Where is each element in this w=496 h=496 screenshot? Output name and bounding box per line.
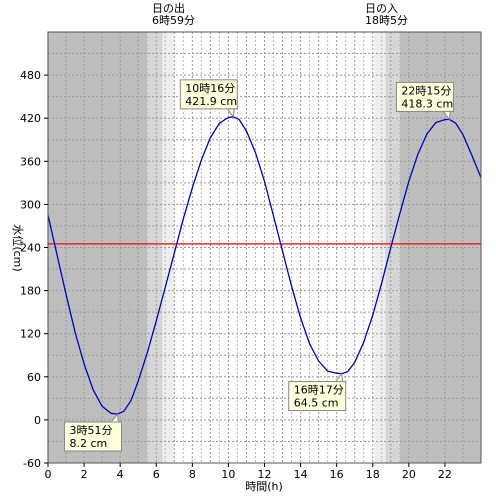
sunset-label: 日の入 <box>365 2 398 15</box>
annotation-pointer <box>334 372 344 383</box>
y-tick-label: 0 <box>34 414 41 427</box>
y-tick-label: 120 <box>20 328 41 341</box>
annotation-level: 421.9 cm <box>185 95 237 108</box>
x-tick-label: 6 <box>153 468 160 481</box>
axes: -60 0 60 120 180 240 300 360 420 480 0 2 4 6 8 10 12 14 16… <box>20 31 482 481</box>
y-tick-label: 300 <box>20 198 41 211</box>
y-tick-label: 480 <box>20 69 41 82</box>
y-tick-label: -60 <box>23 457 41 470</box>
x-tick-label: 20 <box>402 468 416 481</box>
annotation-time: 10時16分 <box>185 82 235 95</box>
x-tick-label: 18 <box>366 468 380 481</box>
dawn_dusk-band <box>374 32 386 463</box>
y-axis-title: 水位(cm) <box>11 224 25 271</box>
grid <box>48 32 481 463</box>
x-tick-label: 8 <box>189 468 196 481</box>
sun-labels: 日の出 6時59分 日の入 18時5分 <box>152 1 408 27</box>
annotation-level: 418.3 cm <box>401 97 453 110</box>
x-tick-label: 12 <box>258 468 272 481</box>
y-tick-label: 180 <box>20 285 41 298</box>
annotation-level: 8.2 cm <box>69 437 107 450</box>
x-tick-label: 14 <box>294 468 308 481</box>
y-tick-label: 360 <box>20 155 41 168</box>
x-tick-label: 2 <box>81 468 88 481</box>
annotation-time: 16時17分 <box>294 384 344 397</box>
sunrise-time: 6時59分 <box>152 14 195 27</box>
sunrise-label: 日の出 <box>152 1 185 15</box>
x-tick-label: 4 <box>117 468 124 481</box>
x-tick-label: 16 <box>330 468 344 481</box>
sunset-time: 18時5分 <box>365 14 408 27</box>
y-tick-label: 240 <box>20 242 41 255</box>
y-tick-label: 60 <box>27 371 41 384</box>
y-tick-label: 420 <box>20 112 41 125</box>
x-axis-title: 時間(h) <box>245 480 283 493</box>
tide-series-line <box>47 116 482 415</box>
x-tick-label: 10 <box>221 468 235 481</box>
annotation-time: 3時51分 <box>69 424 112 437</box>
annotation-box <box>179 79 238 110</box>
twilight-band <box>147 32 163 463</box>
annotation-box <box>395 81 454 112</box>
annotation-box <box>63 421 122 452</box>
x-tick-label: 22 <box>438 468 452 481</box>
annotation-time: 22時15分 <box>401 84 451 97</box>
x-tick-label: 0 <box>45 468 52 481</box>
annotation-box <box>288 381 347 412</box>
annotation-pointer <box>226 108 235 119</box>
annotation-pointer <box>110 412 120 423</box>
annotation-level: 64.5 cm <box>294 397 339 410</box>
annotation-pointer <box>442 110 451 121</box>
series-group <box>47 116 482 415</box>
